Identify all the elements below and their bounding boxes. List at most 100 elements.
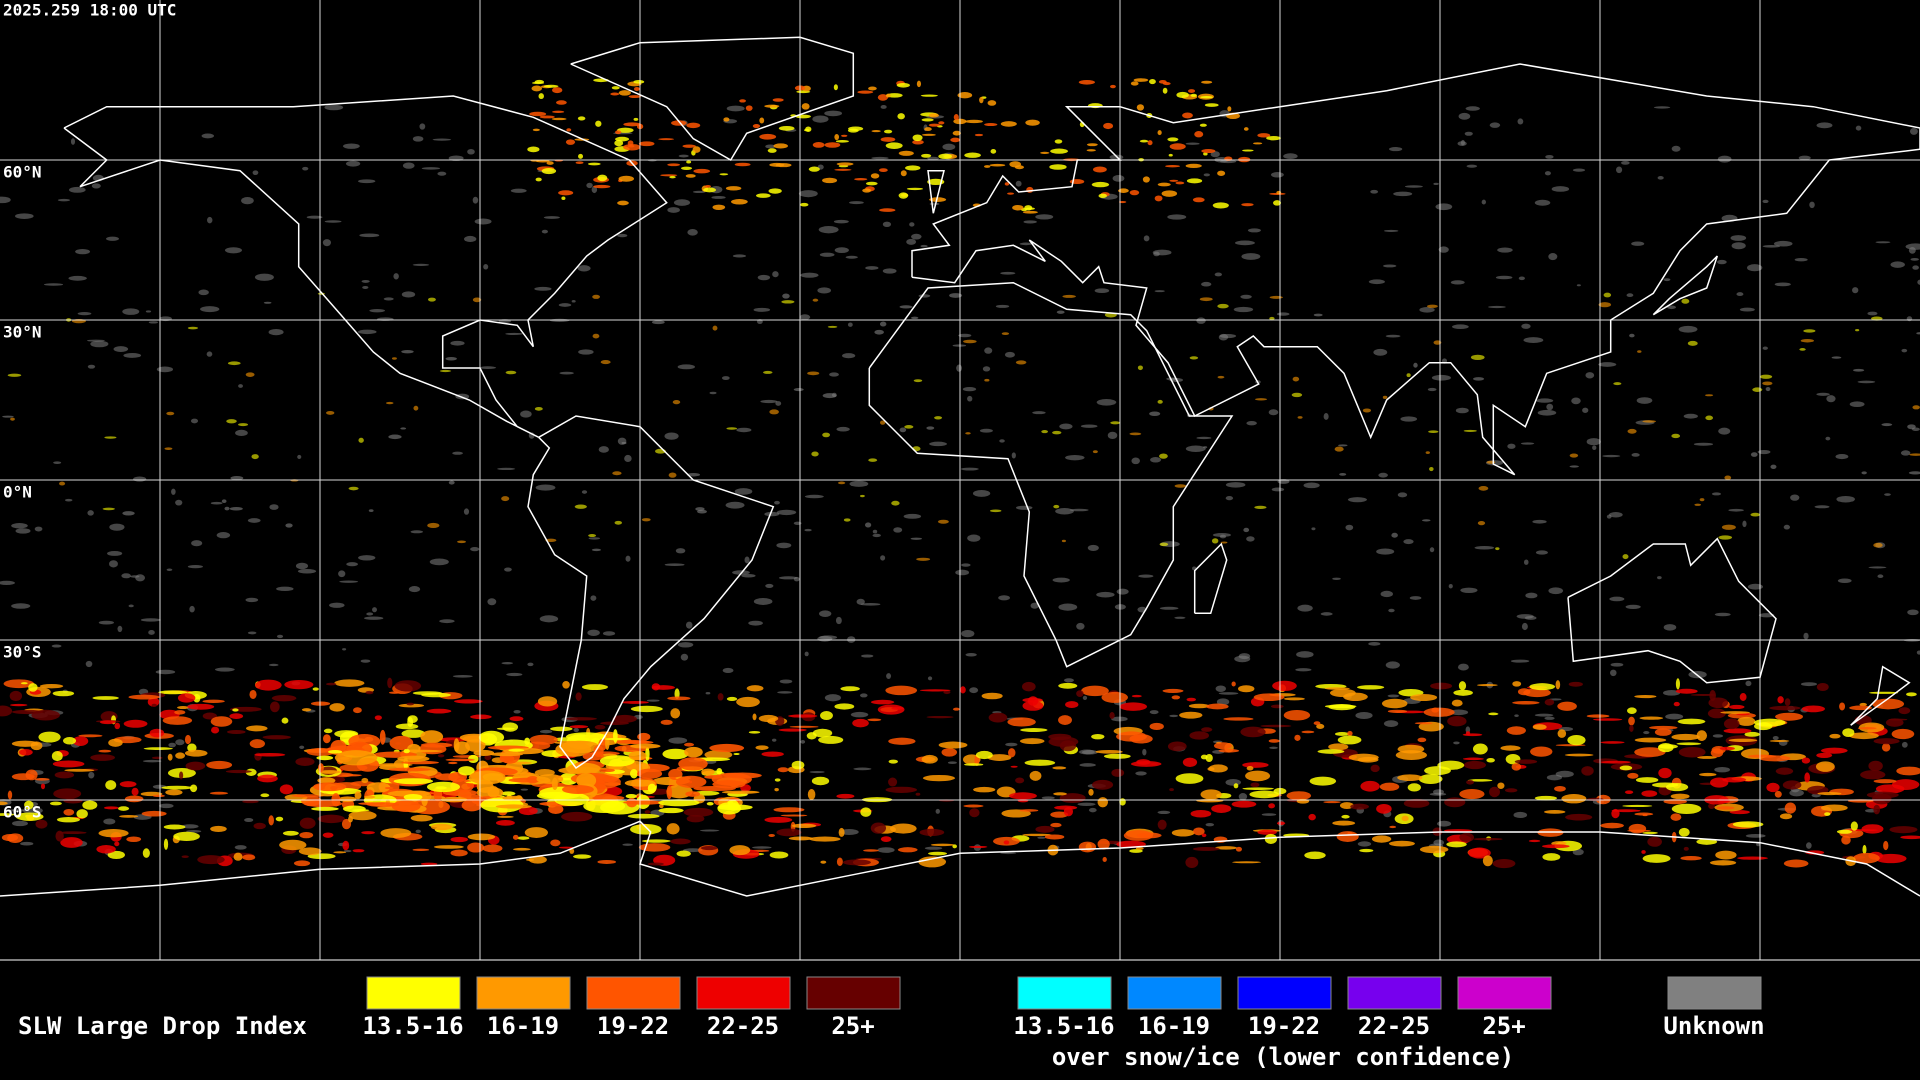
- cloud-pixel: [727, 800, 734, 805]
- cloud-pixel: [1076, 622, 1085, 630]
- cloud-pixel: [1762, 244, 1781, 248]
- cloud-pixel: [333, 851, 347, 854]
- cloud-pixel: [879, 168, 888, 173]
- cloud-pixel: [345, 160, 361, 167]
- cloud-pixel: [343, 849, 352, 853]
- cloud-pixel: [1339, 802, 1354, 809]
- cloud-pixel: [1357, 841, 1372, 847]
- cloud-pixel: [420, 730, 444, 744]
- cloud-pixel: [1670, 813, 1682, 821]
- cloud-pixel: [1460, 587, 1478, 594]
- cloud-pixel: [1610, 669, 1617, 677]
- cloud-pixel: [1435, 203, 1453, 211]
- cloud-pixel: [1873, 542, 1883, 548]
- cloud-pixel: [842, 859, 871, 866]
- cloud-pixel: [709, 743, 745, 753]
- cloud-pixel: [338, 570, 346, 578]
- cloud-pixel: [1839, 702, 1846, 711]
- cloud-pixel: [1675, 688, 1698, 694]
- cloud-pixel: [432, 138, 452, 141]
- cloud-pixel: [1683, 413, 1698, 419]
- cloud-pixel: [122, 308, 140, 315]
- cloud-pixel: [165, 789, 183, 796]
- cloud-pixel: [1254, 398, 1268, 401]
- cloud-pixel: [473, 749, 495, 757]
- cloud-pixel: [775, 163, 792, 168]
- cloud-pixel: [1745, 680, 1752, 687]
- cloud-pixel: [1544, 171, 1551, 176]
- cloud-pixel: [888, 737, 916, 745]
- cloud-pixel: [1232, 861, 1261, 864]
- cloud-pixel: [736, 696, 760, 708]
- cloud-pixel: [230, 476, 244, 481]
- cloud-pixel: [667, 207, 680, 213]
- cloud-pixel: [536, 159, 550, 163]
- cloud-pixel: [1465, 106, 1480, 111]
- cloud-pixel: [1175, 181, 1185, 185]
- cloud-pixel: [1050, 822, 1062, 828]
- cloud-pixel: [53, 461, 62, 464]
- cloud-pixel: [967, 534, 981, 542]
- cloud-pixel: [109, 560, 118, 568]
- cloud-pixel: [1192, 197, 1205, 203]
- cloud-pixel: [1339, 472, 1347, 476]
- cloud-pixel: [1052, 577, 1070, 583]
- cloud-pixel: [880, 137, 896, 142]
- cloud-pixel: [211, 726, 220, 734]
- cloud-pixel: [559, 371, 574, 375]
- cloud-pixel: [1641, 790, 1658, 797]
- cloud-pixel: [1383, 720, 1399, 728]
- cloud-pixel: [224, 506, 230, 511]
- cloud-pixel: [600, 721, 629, 726]
- cloud-pixel: [1671, 433, 1681, 439]
- cloud-pixel: [919, 689, 951, 692]
- cloud-pixel: [1159, 453, 1168, 459]
- cloud-pixel: [1188, 89, 1196, 93]
- cloud-pixel: [809, 771, 825, 774]
- cloud-pixel: [291, 794, 324, 798]
- cloud-pixel: [1213, 742, 1232, 750]
- cloud-pixel: [1613, 382, 1622, 386]
- cloud-pixel: [1626, 293, 1634, 298]
- cloud-pixel: [1857, 380, 1876, 384]
- cloud-pixel: [105, 780, 117, 790]
- cloud-pixel: [812, 298, 819, 302]
- cloud-pixel: [1510, 659, 1530, 663]
- cloud-pixel: [1179, 711, 1203, 719]
- cloud-pixel: [1297, 604, 1313, 612]
- cloud-pixel: [1803, 329, 1816, 333]
- cloud-pixel: [1142, 176, 1150, 183]
- cloud-pixel: [1286, 791, 1312, 801]
- cloud-pixel: [1543, 810, 1566, 814]
- cloud-pixel: [776, 542, 792, 549]
- cloud-pixel: [159, 803, 174, 809]
- cloud-pixel: [1027, 696, 1039, 706]
- cloud-pixel: [1867, 311, 1878, 316]
- cloud-pixel: [1007, 717, 1036, 727]
- cloud-pixel: [1628, 823, 1647, 834]
- cloud-pixel: [1268, 739, 1280, 743]
- cloud-pixel: [1835, 454, 1849, 460]
- cloud-pixel: [55, 830, 64, 842]
- cloud-pixel: [1825, 436, 1831, 441]
- cloud-pixel: [723, 117, 730, 122]
- cloud-pixel: [693, 168, 711, 174]
- cloud-pixel: [1622, 804, 1653, 808]
- cloud-pixel: [1211, 538, 1219, 544]
- cloud-pixel: [1730, 235, 1747, 241]
- cloud-pixel: [495, 804, 532, 809]
- cloud-pixel: [1458, 681, 1467, 691]
- cloud-pixel: [1088, 807, 1097, 813]
- cloud-pixel: [15, 812, 44, 821]
- cloud-pixel: [1026, 207, 1035, 210]
- cloud-pixel: [669, 175, 676, 179]
- cloud-pixel: [1022, 681, 1036, 692]
- cloud-pixel: [1621, 160, 1630, 165]
- cloud-pixel: [353, 707, 362, 714]
- cloud-pixel: [909, 222, 915, 227]
- cloud-pixel: [1247, 228, 1261, 233]
- legend-swatch: [1017, 976, 1112, 1010]
- cloud-pixel: [739, 99, 746, 103]
- cloud-pixel: [712, 780, 746, 789]
- cloud-pixel: [247, 518, 261, 523]
